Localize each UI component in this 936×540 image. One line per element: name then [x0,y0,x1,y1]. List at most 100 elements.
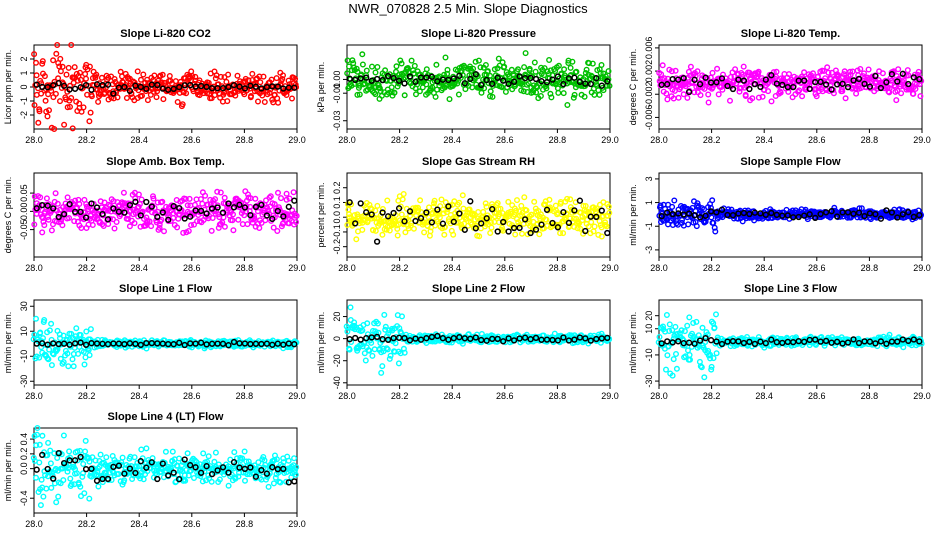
reference-point [77,208,84,216]
reference-point [822,337,830,345]
reference-point [406,208,414,215]
data-point [705,99,712,106]
data-point [429,84,436,91]
data-point [159,71,166,78]
reference-point [126,87,134,95]
data-point [86,118,93,125]
reference-point [685,210,693,217]
y-tick-label: 10 [19,326,29,336]
data-point [685,221,692,228]
reference-point [203,463,210,470]
data-point [398,60,405,67]
data-point [367,205,374,212]
reference-point [214,467,221,474]
data-point [162,448,169,455]
data-point [768,98,775,105]
reference-point [93,477,101,484]
data-point [881,85,888,92]
data-point [68,94,75,101]
reference-point [357,336,364,343]
y-tick-label: 0.0 [332,211,342,224]
data-point [47,447,54,454]
data-point [137,76,144,83]
reference-point [685,88,693,96]
data-point [353,65,360,72]
reference-point [527,336,534,343]
data-point [85,455,92,462]
reference-point [208,470,216,478]
reference-point [500,218,507,226]
data-point [117,68,124,75]
data-point [710,355,717,362]
reference-point [467,335,474,342]
reference-point [71,457,79,464]
data-point [660,323,667,330]
x-tick-label: 28.6 [183,519,201,529]
reference-point [263,212,271,219]
data-point [347,304,354,311]
data-point [913,81,920,88]
reference-point [280,213,287,220]
data-point [42,472,49,479]
data-point [160,96,167,103]
chart-title: Slope Li-820 Temp. [741,28,840,40]
data-point [433,61,440,68]
reference-point [762,76,769,83]
data-point [478,89,485,96]
data-point [470,65,477,72]
data-point [853,90,860,97]
reference-point [718,206,726,213]
x-tick-label: 28.2 [391,263,409,273]
reference-point [291,341,298,348]
reference-point [691,340,698,347]
reference-point [395,334,403,341]
data-point [841,68,848,75]
data-point [33,442,40,449]
data-point [395,360,402,367]
data-point [46,346,53,353]
reference-point [110,205,117,212]
data-point [49,472,56,479]
data-point [429,209,436,216]
reference-point [472,225,479,232]
x-tick-label: 28.8 [549,263,567,273]
reference-point [203,341,210,348]
reference-point [554,337,562,344]
reference-point [861,80,868,88]
data-point [131,220,138,227]
data-point [664,96,671,103]
reference-point [357,200,364,207]
data-point [606,82,613,89]
reference-point [33,81,40,88]
reference-point [71,85,79,92]
y-axis-label: Licor ppm per min. [3,50,13,125]
reference-point [55,80,62,87]
reference-point [812,214,819,222]
data-point [711,324,718,331]
reference-point [154,81,161,89]
reference-point [165,216,172,223]
reference-point [44,83,51,91]
data-point [99,479,106,486]
data-point [552,202,559,209]
data-point [45,216,52,223]
reference-point [916,211,923,219]
data-point [687,72,694,79]
reference-point [658,81,665,88]
reference-point [384,213,392,220]
reference-point [50,475,57,482]
data-point [66,454,73,461]
reference-point [258,201,265,209]
reference-point [197,339,205,346]
data-point [513,207,520,214]
data-point [63,96,70,103]
reference-point [236,83,243,90]
reference-point [718,340,726,348]
reference-point [746,85,753,93]
data-point [274,227,281,234]
data-point [221,223,228,230]
reference-point [467,75,474,83]
data-point [31,221,38,228]
data-point [554,85,561,92]
data-point [159,198,166,205]
